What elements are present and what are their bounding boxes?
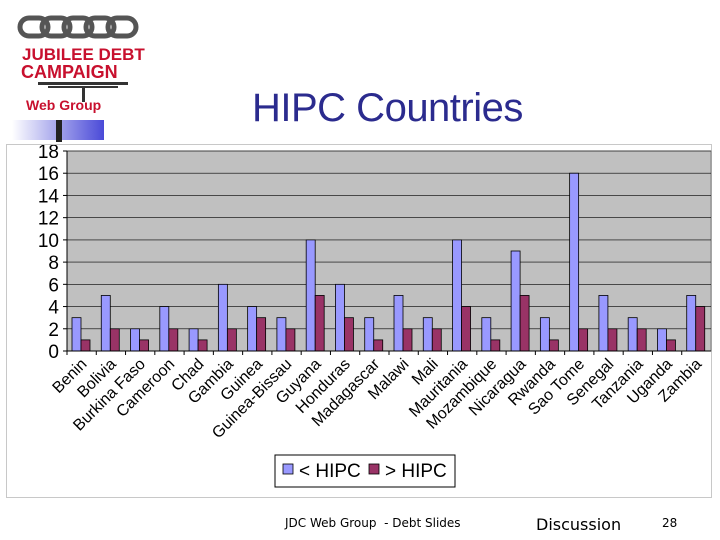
bar (168, 328, 179, 352)
page-number: 28 (662, 516, 678, 530)
legend-box (274, 454, 456, 488)
bar (80, 339, 91, 352)
footer-caption: JDC Web Group - Debt Slides (285, 516, 461, 530)
bar (226, 328, 237, 352)
y-tick-label: 8 (48, 253, 59, 274)
bar (100, 295, 111, 352)
bar (695, 306, 706, 352)
bar (109, 328, 120, 352)
bar (305, 239, 316, 352)
bar (510, 250, 521, 352)
slide-title: HIPC Countries (252, 86, 523, 130)
bar (666, 339, 676, 352)
bar (481, 317, 492, 352)
logo-line2: CAMPAIGN (21, 62, 118, 82)
y-tick-label: 18 (38, 145, 59, 163)
logo-line1: JUBILEE DEBT (22, 45, 145, 64)
bar (519, 295, 530, 352)
chart-area: 0 2 4 6 8 10 12 14 16 18 Benin Bolivia Burkina Faso… (6, 144, 712, 498)
logo-line3: Web Group (26, 97, 101, 113)
book-icon (38, 82, 128, 102)
legend: < HIPC > HIPC (274, 454, 456, 488)
bar (188, 328, 199, 352)
y-tick-label: 6 (48, 275, 59, 296)
legend-label: > HIPC (385, 461, 447, 482)
bar (217, 283, 228, 352)
legend-label: < HIPC (299, 461, 361, 482)
bar (657, 328, 667, 352)
bar (431, 328, 442, 352)
y-tick-label: 0 (48, 342, 59, 363)
logo-accent-bar (12, 120, 104, 142)
bar (71, 317, 82, 352)
chain-links-icon (17, 15, 139, 39)
bar (607, 328, 618, 352)
bars (71, 172, 706, 352)
y-tick-label: 14 (38, 186, 60, 207)
y-tick-label: 2 (48, 320, 59, 341)
bar (314, 295, 325, 352)
bar (627, 317, 638, 352)
bar (452, 239, 462, 352)
bar (130, 328, 140, 352)
legend-swatch (368, 463, 380, 475)
bar (285, 328, 296, 352)
logo-graphic: JUBILEE DEBT CAMPAIGN Web Group (17, 15, 145, 113)
bar (247, 306, 258, 352)
y-tick-label: 12 (38, 209, 59, 230)
bar (422, 317, 433, 352)
bar (461, 306, 471, 352)
bar (276, 317, 287, 352)
gridlines (67, 150, 711, 330)
y-tick-label: 10 (38, 231, 59, 252)
y-tick-label: 4 (48, 298, 59, 319)
jubilee-logo: JUBILEE DEBT CAMPAIGN Web Group (8, 4, 160, 144)
bar (490, 339, 501, 352)
bar (686, 295, 697, 352)
bar (539, 317, 550, 352)
legend-swatch (282, 463, 294, 475)
bar (364, 317, 375, 352)
bar (393, 295, 404, 352)
bar (373, 339, 384, 352)
bar (344, 317, 354, 352)
bar (636, 328, 647, 352)
bar (598, 295, 609, 352)
bar (197, 339, 208, 352)
bar (256, 317, 267, 352)
bar (402, 328, 413, 352)
bar (548, 339, 559, 352)
y-tick-label: 16 (38, 164, 59, 185)
bar (569, 172, 580, 352)
bar (139, 339, 149, 352)
bar (578, 328, 589, 352)
bar (159, 306, 170, 352)
discussion-link[interactable]: Discussion (536, 515, 622, 534)
bar (335, 283, 345, 352)
